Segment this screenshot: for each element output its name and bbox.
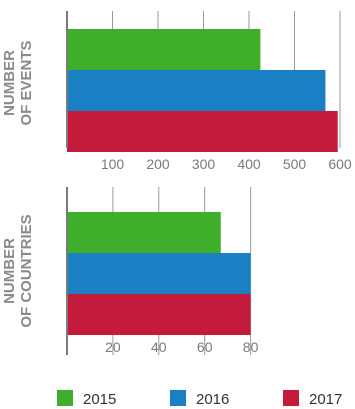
bar-2015 [67, 212, 221, 253]
axis-label-1: NUMBEROF COUNTRIES [1, 214, 35, 327]
x-tick-label: 200 [146, 156, 170, 172]
legend-label-2016: 2016 [196, 391, 229, 408]
x-tick-label: 40 [151, 339, 167, 355]
legend-swatch-2015 [57, 390, 73, 406]
legend-swatch-2017 [283, 390, 299, 406]
x-tick-label: 300 [192, 156, 216, 172]
x-tick-label: 100 [101, 156, 125, 172]
x-tick-label: 400 [237, 156, 261, 172]
bar-2017 [67, 111, 338, 152]
legend-label-2015: 2015 [83, 391, 116, 408]
bar-2017 [67, 294, 251, 335]
bar-2016 [67, 253, 251, 294]
bar-2015 [67, 29, 261, 70]
axis-label-line: NUMBER [1, 50, 18, 116]
x-tick-label: 500 [283, 156, 307, 172]
legend-swatch-2016 [170, 390, 186, 406]
x-tick-label: 600 [328, 156, 352, 172]
axis-label-line: NUMBER [1, 238, 18, 304]
x-tick-label: 60 [197, 339, 213, 355]
x-tick-label: 20 [105, 339, 121, 355]
axis-label-line: OF EVENTS [18, 40, 35, 125]
axis-label-0: NUMBEROF EVENTS [1, 40, 35, 125]
axis-label-line: OF COUNTRIES [18, 214, 35, 327]
x-tick-label: 80 [243, 339, 259, 355]
bar-2016 [67, 70, 326, 111]
legend-label-2017: 2017 [309, 391, 342, 408]
